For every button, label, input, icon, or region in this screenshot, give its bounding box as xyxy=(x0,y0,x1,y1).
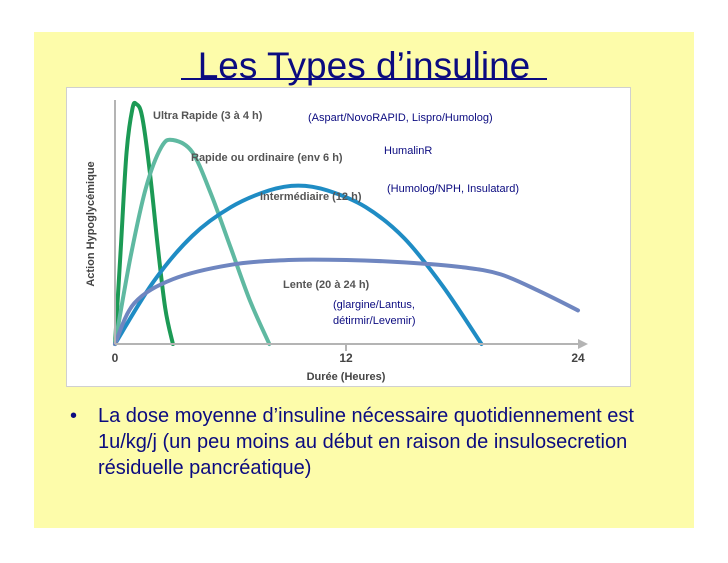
slide-title: Les Types d’insuline xyxy=(197,45,531,86)
title-underline xyxy=(181,78,547,80)
annotation-glargine: (glargine/Lantus, xyxy=(333,299,415,311)
x-tick-24: 24 xyxy=(571,351,585,365)
bullet-marker: • xyxy=(70,405,78,427)
annotation-nph: (Humolog/NPH, Insulatard) xyxy=(387,183,519,195)
series-line-ultra-rapide xyxy=(113,100,175,346)
y-axis-label: Action Hypoglycémique xyxy=(85,161,97,286)
x-tick-12: 12 xyxy=(339,351,353,365)
chart-panel: 0 12 24 Durée (Heures) Action Hypoglycém… xyxy=(66,87,631,387)
series-label-lente: Lente (20 à 24 h) xyxy=(283,279,370,291)
annotation-humalinr: HumalinR xyxy=(384,145,432,157)
series-line-lente xyxy=(113,257,580,346)
series-line-rapide xyxy=(113,137,272,346)
insulin-chart: 0 12 24 Durée (Heures) Action Hypoglycém… xyxy=(85,100,588,383)
series-line-intermediaire xyxy=(113,183,484,346)
annotation-aspart: (Aspart/NovoRAPID, Lispro/Humolog) xyxy=(308,112,493,124)
series-label-ultra-rapide: Ultra Rapide (3 à 4 h) xyxy=(153,110,263,122)
series-label-intermediaire: Intermédiaire (12 h) xyxy=(260,191,362,203)
bullet-text: La dose moyenne d’insuline nécessaire qu… xyxy=(98,405,634,479)
annotation-detemir: détirmir/Levemir) xyxy=(333,315,416,327)
x-tick-0: 0 xyxy=(112,351,119,365)
series-layer xyxy=(113,100,580,346)
x-axis-arrow xyxy=(578,339,588,349)
x-axis-label: Durée (Heures) xyxy=(307,371,386,383)
series-label-rapide: Rapide ou ordinaire (env 6 h) xyxy=(191,152,343,164)
